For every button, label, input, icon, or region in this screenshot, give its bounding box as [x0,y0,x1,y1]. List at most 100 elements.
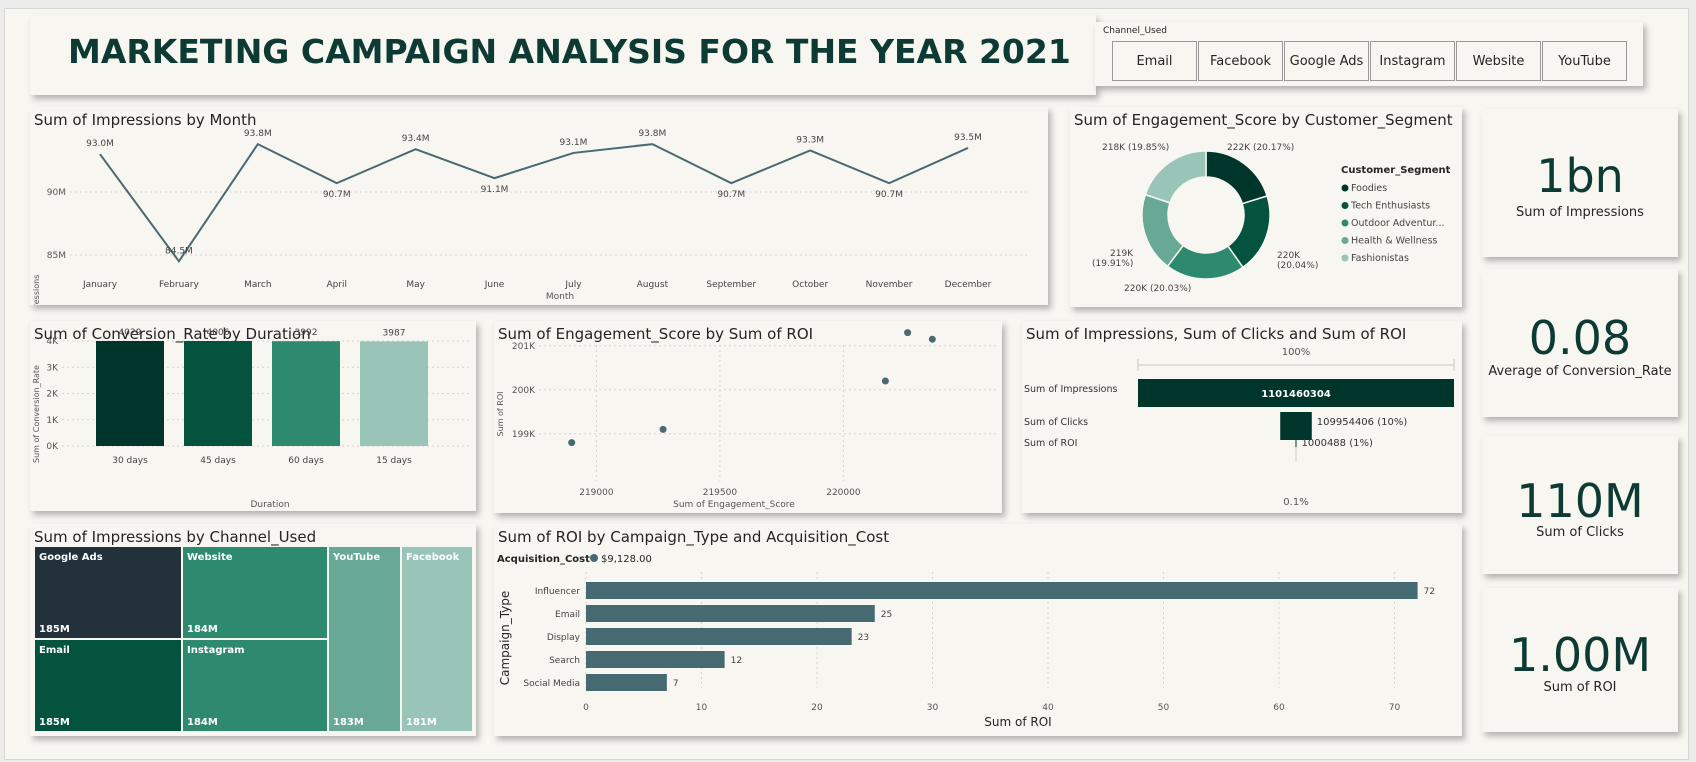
data-label: 23 [858,633,869,643]
slicer-option-email[interactable]: Email [1112,41,1197,81]
scatter-chart-svg: Sum of ROI Sum of Engagement_Score 201K 2… [496,329,996,510]
scatter-point [881,377,889,385]
slicer-option-website[interactable]: Website [1456,41,1541,81]
kpi-clicks-card[interactable]: 110M Sum of Clicks [1482,436,1678,574]
bar [586,674,667,691]
scatter-point [904,329,912,337]
legend-item: Foodies [1351,183,1387,194]
slicer-option-label: Email [1136,53,1173,69]
data-label: 4006 [207,328,230,338]
funnel-row-label: Sum of Clicks [1024,417,1088,428]
bar [586,582,1418,599]
chart-title: Sum of ROI by Campaign_Type and Acquisit… [498,528,890,546]
x-tick-label: 220000 [826,488,861,498]
slice-label: (19.91%) [1092,259,1133,269]
slicer-title: Channel_Used [1103,26,1167,36]
kpi-value: 1.00M [1508,628,1652,682]
scatter-point [659,425,667,433]
slicer-option-label: YouTube [1558,53,1611,69]
treemap-tile-google-ads[interactable]: Google Ads 185M [34,546,182,639]
funnel-row-label: Sum of Impressions [1024,384,1118,395]
kpi-value: 110M [1516,474,1644,528]
x-tick-label: October [792,280,828,290]
data-label: 91.1M [481,185,509,195]
slice-label: 220K (20.03%) [1124,284,1191,294]
slicer-option-youtube[interactable]: YouTube [1542,41,1627,81]
x-tick-label: June [484,280,505,290]
x-tick-label: 30 days [112,456,148,466]
kpi-value: 0.08 [1528,311,1632,365]
kpi-impressions-card[interactable]: 1bn Sum of Impressions [1482,109,1678,257]
data-label: 93.1M [560,138,588,148]
campaign-bar-svg: Acquisition_Cost $9,128.00 Campaign_Type… [497,554,1435,729]
tile-label: Instagram [187,645,245,656]
x-axis-title: Month [546,292,574,302]
x-tick-label: March [244,280,271,290]
kpi-label: Sum of ROI [1543,680,1617,695]
data-label: 4029 [119,328,142,338]
y-tick-label: 4K [46,337,59,347]
legend-marker [1341,254,1349,262]
slicer-option-google-ads[interactable]: Google Ads [1284,41,1369,81]
data-label: 90.7M [323,190,351,200]
x-axis-title: Sum of ROI [984,715,1051,729]
impressions-by-channel-treemap[interactable]: Sum of Impressions by Channel_Used Googl… [30,524,476,736]
data-label: 93.5M [954,133,982,143]
slicer-option-label: Google Ads [1289,53,1364,69]
x-tick-label: 15 days [376,456,412,466]
y-tick-label: 3K [46,363,59,373]
x-tick-label: May [406,280,425,290]
legend-marker [1341,202,1349,209]
impressions-by-month-chart[interactable]: Sum of Impressions by Month Sum of Impre… [30,107,1048,305]
kpi-label: Average of Conversion_Rate [1488,364,1672,379]
x-tick-label: 70 [1389,703,1401,713]
x-tick-label: 50 [1158,703,1170,713]
legend-marker [1341,237,1349,244]
x-tick-label: July [564,280,582,290]
kpi-roi-card[interactable]: 1.00M Sum of ROI [1482,588,1678,732]
y-tick-label: Social Media [523,679,580,689]
scatter-point [928,335,936,343]
roi-by-campaign-chart[interactable]: Sum of ROI by Campaign_Type and Acquisit… [494,524,1462,736]
y-tick-label: 2K [46,390,59,400]
treemap-tile-website[interactable]: Website 184M [182,546,328,639]
bar [586,628,852,645]
tile-value: 185M [39,624,70,635]
x-tick-label: December [945,280,992,290]
impressions-clicks-roi-funnel[interactable]: Sum of Impressions, Sum of Clicks and Su… [1022,321,1462,513]
treemap-tile-instagram[interactable]: Instagram 184M [182,639,328,732]
legend-marker [1341,184,1349,192]
x-tick-label: 60 days [288,456,324,466]
data-label: 93.4M [402,134,430,144]
data-label: 3987 [383,328,406,338]
y-axis-title: Sum of Conversion_Rate [32,365,41,463]
line-chart-svg: Sum of Impressions Month 90M 85M 93.0M Janu… [32,129,1030,305]
kpi-conversion-card[interactable]: 0.08 Average of Conversion_Rate [1482,269,1678,417]
data-label: 3992 [295,328,318,338]
engagement-vs-roi-scatter[interactable]: Sum of Engagement_Score by Sum of ROI Su… [494,321,1002,513]
treemap-tile-email[interactable]: Email 185M [34,639,182,732]
bar [184,341,252,446]
x-tick-label: 30 [927,703,939,713]
treemap-tile-facebook[interactable]: Facebook 181M [401,546,473,732]
x-tick-label: 20 [811,703,823,713]
legend-item: Tech Enthusiasts [1350,201,1430,212]
x-tick-label: 219000 [579,488,614,498]
data-label: 12 [731,656,742,666]
y-tick-label: Search [549,656,580,666]
treemap-tile-youtube[interactable]: YouTube 183M [328,546,401,732]
tile-label: YouTube [333,552,381,563]
y-tick-label: Email [555,610,580,620]
slicer-option-facebook[interactable]: Facebook [1198,41,1283,81]
scatter-point [568,439,576,447]
engagement-by-segment-chart[interactable]: Sum of Engagement_Score by Customer_Segm… [1070,107,1462,307]
y-tick-label: 90M [47,188,66,198]
data-label: 84.5M [165,246,193,256]
legend-marker [590,554,598,562]
slicer-option-instagram[interactable]: Instagram [1370,41,1455,81]
data-label: 93.3M [796,135,824,145]
tile-label: Facebook [406,552,460,563]
kpi-label: Sum of Impressions [1516,205,1644,220]
x-tick-label: 10 [696,703,708,713]
conversion-by-duration-chart[interactable]: Sum of Conversion_Rate by Duration Sum o… [30,321,476,511]
